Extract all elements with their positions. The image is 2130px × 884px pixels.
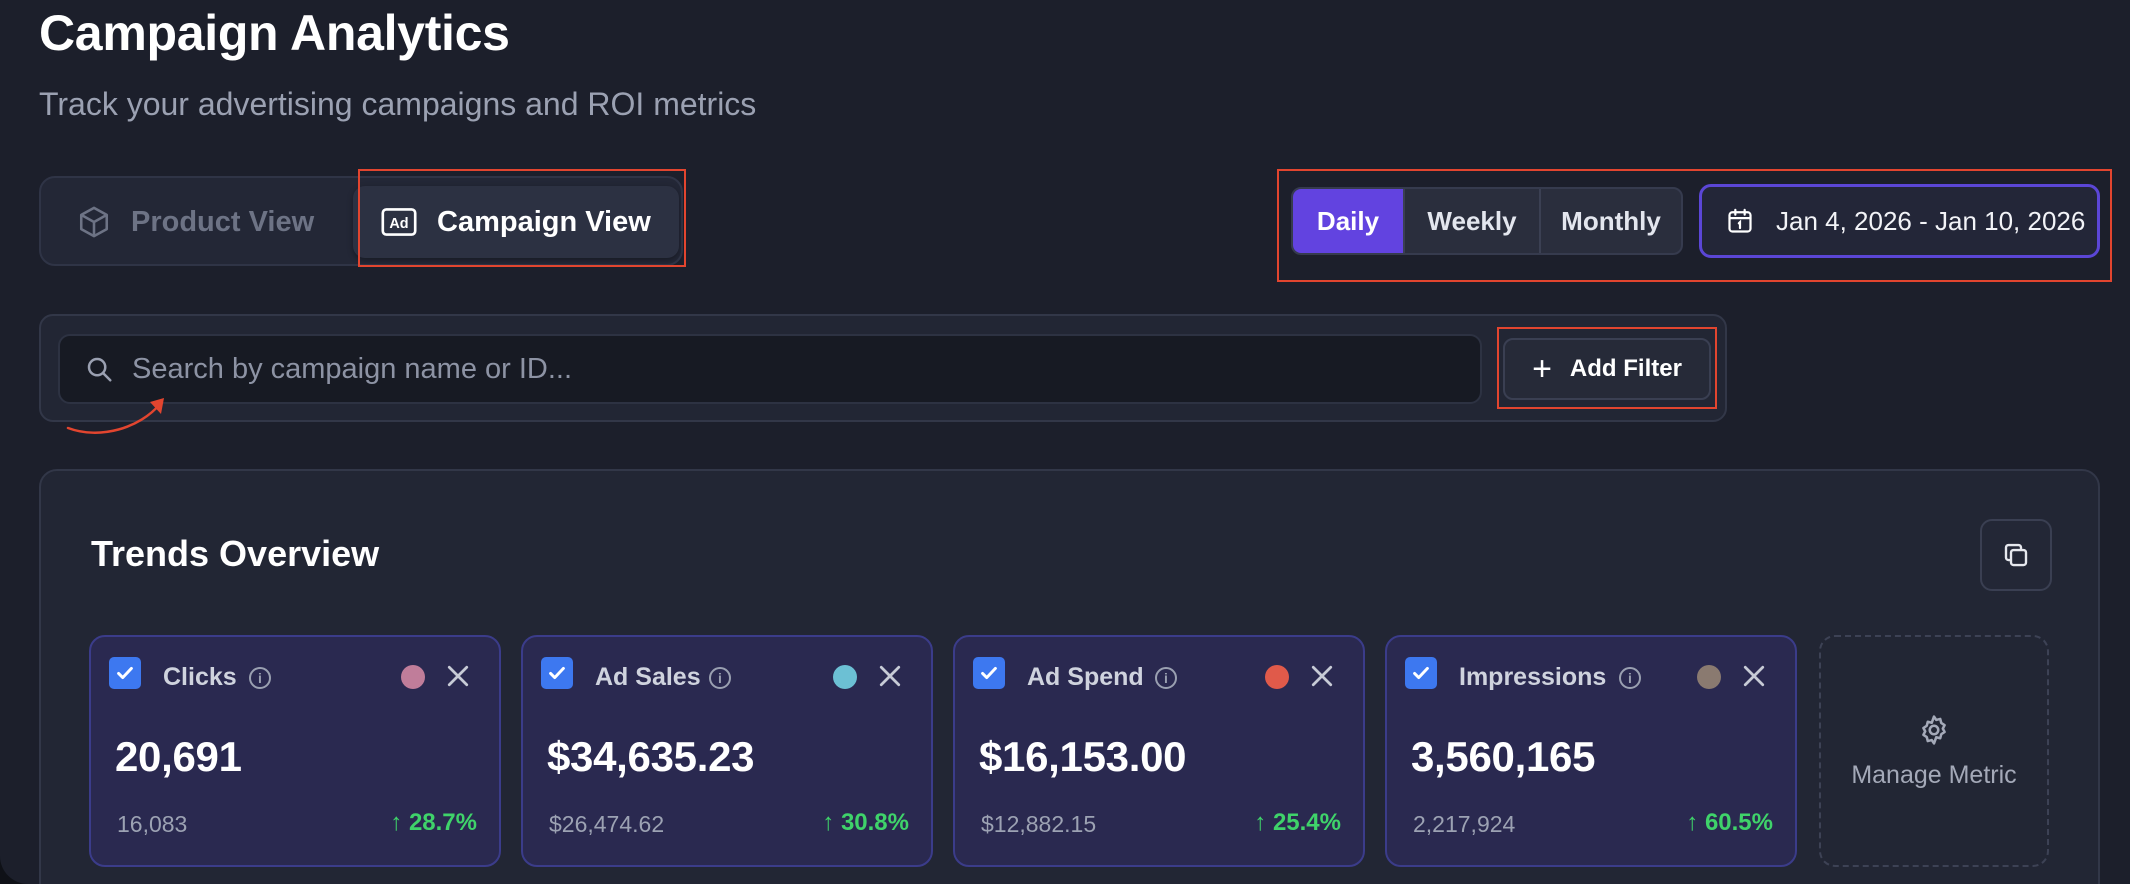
copy-icon [2004, 543, 2028, 567]
info-icon[interactable]: i [1155, 667, 1177, 689]
metric-change-value: 30.8% [840, 809, 909, 836]
period-weekly-button[interactable]: Weekly [1403, 189, 1539, 253]
date-range-label: Jan 4, 2026 - Jan 10, 2026 [1776, 205, 2086, 236]
metric-previous-value: 2,217,924 [1413, 811, 1516, 837]
search-icon [87, 357, 112, 382]
metric-name: Impressions [1459, 663, 1607, 691]
period-selector: Daily Weekly Monthly [1291, 187, 1683, 255]
check-icon [549, 666, 565, 680]
metric-change-value: 25.4% [1272, 809, 1341, 836]
metric-previous-value: $12,882.15 [981, 811, 1097, 837]
series-color-dot[interactable] [1697, 665, 1721, 689]
metric-name: Ad Spend [1027, 663, 1144, 691]
series-color-dot[interactable] [401, 665, 425, 689]
page-title: Campaign Analytics [39, 5, 510, 61]
info-icon[interactable]: i [1619, 667, 1641, 689]
copy-button[interactable] [1980, 519, 2052, 591]
check-icon [1413, 666, 1429, 680]
metric-previous-value: $26,474.62 [549, 811, 665, 837]
campaign-view-label: Campaign View [437, 205, 651, 238]
info-icon[interactable]: i [249, 667, 271, 689]
trends-overview-panel: Trends Overview Clicks i 20,691 16,083 ↑… [39, 469, 2100, 884]
date-range-picker[interactable]: Jan 4, 2026 - Jan 10, 2026 [1699, 184, 2100, 258]
period-daily-button[interactable]: Daily [1293, 189, 1403, 253]
view-toggle: Product View Ad Campaign View [39, 176, 683, 266]
search-input[interactable] [132, 352, 1480, 386]
metric-name: Clicks [163, 663, 237, 691]
product-view-button[interactable]: Product View [49, 186, 375, 258]
metric-change: ↑ 28.7% [390, 809, 477, 837]
gear-icon [1922, 714, 1946, 745]
info-icon[interactable]: i [709, 667, 731, 689]
metric-checkbox[interactable] [973, 657, 1005, 689]
arrow-up-icon: ↑ [390, 809, 409, 836]
metric-change: ↑ 25.4% [1254, 809, 1341, 837]
calendar-icon [1728, 208, 1752, 233]
metric-change-value: 28.7% [408, 809, 477, 836]
metric-value: 20,691 [115, 733, 242, 780]
ad-icon: Ad [381, 208, 417, 236]
check-icon [981, 666, 997, 680]
metric-name: Ad Sales [595, 663, 701, 691]
metric-change: ↑ 30.8% [822, 809, 909, 837]
add-filter-button[interactable]: + Add Filter [1503, 338, 1711, 400]
series-color-dot[interactable] [833, 665, 857, 689]
metric-change-value: 60.5% [1704, 809, 1773, 836]
metric-checkbox[interactable] [1405, 657, 1437, 689]
manage-metric-label: Manage Metric [1851, 760, 2017, 789]
annotation-arrow [66, 398, 164, 434]
metric-card-ad-spend[interactable]: Ad Spend i $16,153.00 $12,882.15 ↑ 25.4% [953, 635, 1365, 867]
trends-title: Trends Overview [91, 533, 380, 574]
metric-checkbox[interactable] [541, 657, 573, 689]
metric-value: $16,153.00 [979, 733, 1187, 780]
period-monthly-button[interactable]: Monthly [1539, 189, 1681, 253]
plus-icon: + [1532, 350, 1552, 388]
metric-card-impressions[interactable]: Impressions i 3,560,165 2,217,924 ↑ 60.5… [1385, 635, 1797, 867]
metric-value: 3,560,165 [1411, 733, 1596, 780]
add-filter-label: Add Filter [1569, 355, 1682, 382]
svg-text:Ad: Ad [389, 216, 408, 232]
product-view-label: Product View [131, 205, 315, 238]
metric-card-clicks[interactable]: Clicks i 20,691 16,083 ↑ 28.7% [89, 635, 501, 867]
cube-icon [79, 206, 109, 238]
close-icon[interactable] [1307, 661, 1337, 691]
search-field [58, 334, 1482, 404]
arrow-up-icon: ↑ [1686, 809, 1705, 836]
metric-card-ad-sales[interactable]: Ad Sales i $34,635.23 $26,474.62 ↑ 30.8% [521, 635, 933, 867]
arrow-up-icon: ↑ [822, 809, 841, 836]
campaign-view-button[interactable]: Ad Campaign View [353, 186, 679, 258]
metric-change: ↑ 60.5% [1686, 809, 1773, 837]
metric-previous-value: 16,083 [117, 811, 188, 837]
arrow-up-icon: ↑ [1254, 809, 1273, 836]
close-icon[interactable] [443, 661, 473, 691]
search-bar-section: + Add Filter [39, 314, 1727, 422]
metric-value: $34,635.23 [547, 733, 755, 780]
metric-checkbox[interactable] [109, 657, 141, 689]
close-icon[interactable] [1739, 661, 1769, 691]
manage-metric-button[interactable]: Manage Metric [1819, 635, 2049, 867]
series-color-dot[interactable] [1265, 665, 1289, 689]
close-icon[interactable] [875, 661, 905, 691]
page-subtitle: Track your advertising campaigns and ROI… [39, 86, 757, 122]
check-icon [117, 666, 133, 680]
